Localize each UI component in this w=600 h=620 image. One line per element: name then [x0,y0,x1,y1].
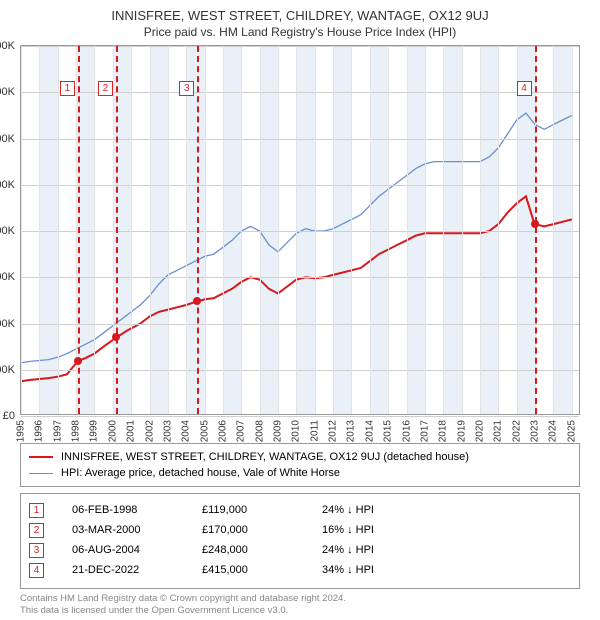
x-tick-label: 2007 [236,420,247,442]
sale-index-box: 2 [29,523,44,538]
x-tick-label: 1997 [52,420,63,442]
sale-marker-box: 3 [179,81,194,96]
chart-subtitle: Price paid vs. HM Land Registry's House … [10,25,590,39]
x-tick-label: 2022 [511,420,522,442]
footer-line: This data is licensed under the Open Gov… [20,605,580,617]
x-tick-label: 2015 [383,420,394,442]
x-tick-label: 2003 [162,420,173,442]
x-tick-label: 2005 [199,420,210,442]
x-tick-label: 2011 [309,420,320,442]
y-tick-label: £100K [0,364,15,376]
plot-area: £0£100K£200K£300K£400K£500K£600K£700K£80… [20,45,580,415]
x-tick-label: 2014 [364,420,375,442]
y-tick-label: £600K [0,133,15,145]
y-tick-label: £0 [3,410,15,422]
chart-container: INNISFREE, WEST STREET, CHILDREY, WANTAG… [0,0,600,620]
sale-marker-box: 4 [517,81,532,96]
sale-index-box: 3 [29,543,44,558]
legend-swatch [29,456,53,458]
legend-label: HPI: Average price, detached house, Vale… [61,467,340,479]
sale-date: 06-FEB-1998 [72,504,202,516]
sale-marker-box: 2 [98,81,113,96]
x-tick-label: 2018 [438,420,449,442]
x-tick-label: 2004 [181,420,192,442]
attribution-footer: Contains HM Land Registry data © Crown c… [20,593,580,618]
x-tick-label: 2008 [254,420,265,442]
x-tick-label: 2019 [456,420,467,442]
legend-row: INNISFREE, WEST STREET, CHILDREY, WANTAG… [29,449,571,465]
sale-index-box: 4 [29,563,44,578]
x-tick-label: 2024 [548,420,559,442]
sale-delta: 24% ↓ HPI [322,504,422,516]
x-tick-label: 2023 [530,420,541,442]
y-tick-label: £200K [0,318,15,330]
sale-marker-line [197,46,199,414]
y-tick-label: £300K [0,271,15,283]
x-tick-label: 2012 [328,420,339,442]
legend-swatch [29,473,53,474]
sale-price: £119,000 [202,504,322,516]
sale-price: £170,000 [202,524,322,536]
sale-date: 06-AUG-2004 [72,544,202,556]
sale-delta: 24% ↓ HPI [322,544,422,556]
legend: INNISFREE, WEST STREET, CHILDREY, WANTAG… [20,443,580,487]
sale-marker-line [535,46,537,414]
sale-marker-dot [112,333,120,341]
sale-price: £248,000 [202,544,322,556]
legend-row: HPI: Average price, detached house, Vale… [29,465,571,481]
legend-label: INNISFREE, WEST STREET, CHILDREY, WANTAG… [61,451,469,463]
x-tick-label: 2001 [126,420,137,442]
footer-line: Contains HM Land Registry data © Crown c… [20,593,580,605]
chart-title: INNISFREE, WEST STREET, CHILDREY, WANTAG… [10,8,590,23]
sale-marker-dot [193,297,201,305]
x-tick-label: 1998 [71,420,82,442]
sale-delta: 34% ↓ HPI [322,564,422,576]
x-tick-label: 2025 [566,420,577,442]
x-tick-label: 2016 [401,420,412,442]
sale-date: 21-DEC-2022 [72,564,202,576]
y-tick-label: £700K [0,86,15,98]
x-tick-label: 2017 [419,420,430,442]
x-tick-label: 1996 [34,420,45,442]
sale-row: 4 21-DEC-2022£415,00034% ↓ HPI [29,560,571,580]
sales-table: 106-FEB-1998£119,00024% ↓ HPI203-MAR-200… [20,493,580,589]
sale-row: 2 03-MAR-2000£170,00016% ↓ HPI [29,520,571,540]
sale-date: 03-MAR-2000 [72,524,202,536]
x-tick-label: 2002 [144,420,155,442]
x-tick-label: 2000 [107,420,118,442]
sale-marker-dot [74,357,82,365]
y-tick-label: £500K [0,179,15,191]
sale-marker-dot [531,220,539,228]
x-tick-label: 2021 [493,420,504,442]
x-tick-label: 1999 [89,420,100,442]
sale-row: 3 06-AUG-2004£248,00024% ↓ HPI [29,540,571,560]
y-tick-label: £800K [0,40,15,52]
x-tick-label: 2013 [346,420,357,442]
sale-price: £415,000 [202,564,322,576]
sale-row: 1 06-FEB-1998£119,00024% ↓ HPI [29,500,571,520]
sale-marker-box: 1 [60,81,75,96]
x-tick-label: 2009 [273,420,284,442]
sale-delta: 16% ↓ HPI [322,524,422,536]
sale-index-box: 1 [29,503,44,518]
sale-marker-line [116,46,118,414]
y-tick-label: £400K [0,225,15,237]
x-tick-label: 1995 [16,420,27,442]
x-tick-label: 2006 [217,420,228,442]
x-tick-label: 2010 [291,420,302,442]
x-tick-label: 2020 [475,420,486,442]
